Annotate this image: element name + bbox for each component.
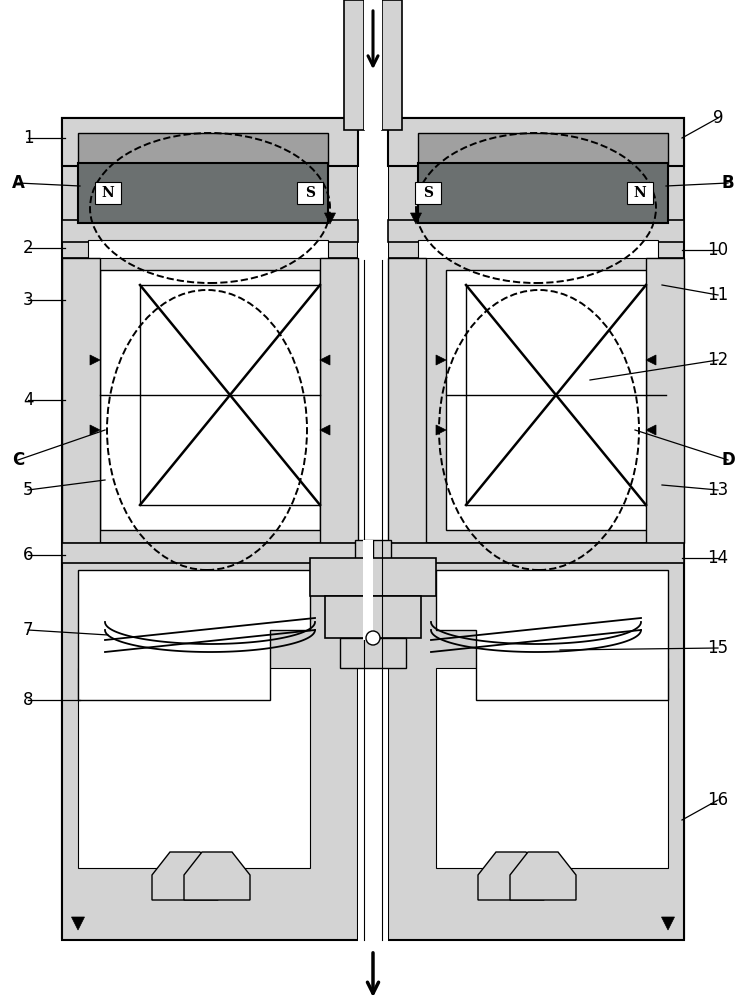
Text: 4: 4 [22, 391, 34, 409]
Bar [62, 258, 358, 543]
Polygon shape [320, 355, 330, 365]
Bar [646, 258, 684, 543]
Bar [62, 543, 358, 563]
Bar [78, 163, 328, 223]
Text: C: C [12, 451, 24, 469]
Bar [310, 558, 436, 596]
Bar [388, 118, 684, 938]
Text: B: B [721, 174, 734, 192]
Bar [415, 182, 441, 204]
Bar [297, 182, 323, 204]
Bar [418, 163, 668, 223]
Text: N: N [633, 186, 646, 200]
Bar [344, 0, 364, 130]
Bar [364, 0, 382, 130]
Polygon shape [436, 355, 446, 365]
Polygon shape [90, 355, 100, 365]
Bar [388, 118, 684, 166]
Text: 16: 16 [707, 791, 729, 809]
Text: 6: 6 [22, 546, 34, 564]
Text: N: N [101, 186, 114, 200]
Bar [78, 133, 328, 166]
Polygon shape [410, 213, 421, 224]
Bar [627, 182, 653, 204]
Polygon shape [436, 425, 446, 435]
Bar [365, 260, 382, 940]
Bar [95, 182, 121, 204]
Bar [388, 258, 426, 543]
Bar [62, 258, 100, 543]
Polygon shape [646, 425, 656, 435]
Text: 9: 9 [712, 109, 724, 127]
Text: S: S [423, 186, 433, 200]
Text: 11: 11 [707, 286, 729, 304]
Bar [388, 220, 684, 242]
Text: 12: 12 [707, 351, 729, 369]
Polygon shape [510, 852, 576, 900]
Bar [140, 285, 320, 505]
Polygon shape [325, 213, 336, 224]
Bar [62, 118, 358, 166]
Bar [320, 258, 358, 543]
Bar [358, 0, 388, 1000]
Bar [373, 540, 391, 640]
Text: A: A [11, 174, 25, 192]
Polygon shape [78, 570, 310, 700]
Text: 8: 8 [22, 691, 34, 709]
Polygon shape [320, 425, 330, 435]
Bar [100, 270, 320, 530]
Bar [78, 668, 310, 868]
Polygon shape [72, 917, 84, 930]
Bar [446, 270, 666, 530]
Bar [355, 540, 373, 640]
Bar [363, 540, 373, 640]
Text: 14: 14 [707, 549, 729, 567]
Text: 2: 2 [22, 239, 34, 257]
Polygon shape [662, 917, 674, 930]
Circle shape [366, 631, 380, 645]
Text: 10: 10 [707, 241, 729, 259]
Text: S: S [305, 186, 315, 200]
Text: 3: 3 [22, 291, 34, 309]
Bar [325, 596, 421, 638]
Bar [340, 638, 406, 668]
Bar [388, 258, 684, 543]
Bar [418, 240, 658, 258]
Text: D: D [721, 451, 735, 469]
Bar [382, 0, 402, 130]
Bar [62, 220, 358, 242]
Bar [436, 668, 668, 868]
Text: 15: 15 [707, 639, 729, 657]
Polygon shape [646, 355, 656, 365]
Bar [62, 118, 358, 938]
Polygon shape [90, 425, 100, 435]
Text: 5: 5 [22, 481, 34, 499]
Polygon shape [152, 852, 218, 900]
Bar [388, 543, 684, 563]
Polygon shape [184, 852, 250, 900]
Polygon shape [478, 852, 544, 900]
Text: 7: 7 [22, 621, 34, 639]
Text: 1: 1 [22, 129, 34, 147]
Bar [418, 133, 668, 166]
Bar [466, 285, 646, 505]
Text: 13: 13 [707, 481, 729, 499]
Bar [88, 240, 328, 258]
Polygon shape [436, 570, 668, 700]
Bar [62, 560, 358, 940]
Bar [388, 560, 684, 940]
